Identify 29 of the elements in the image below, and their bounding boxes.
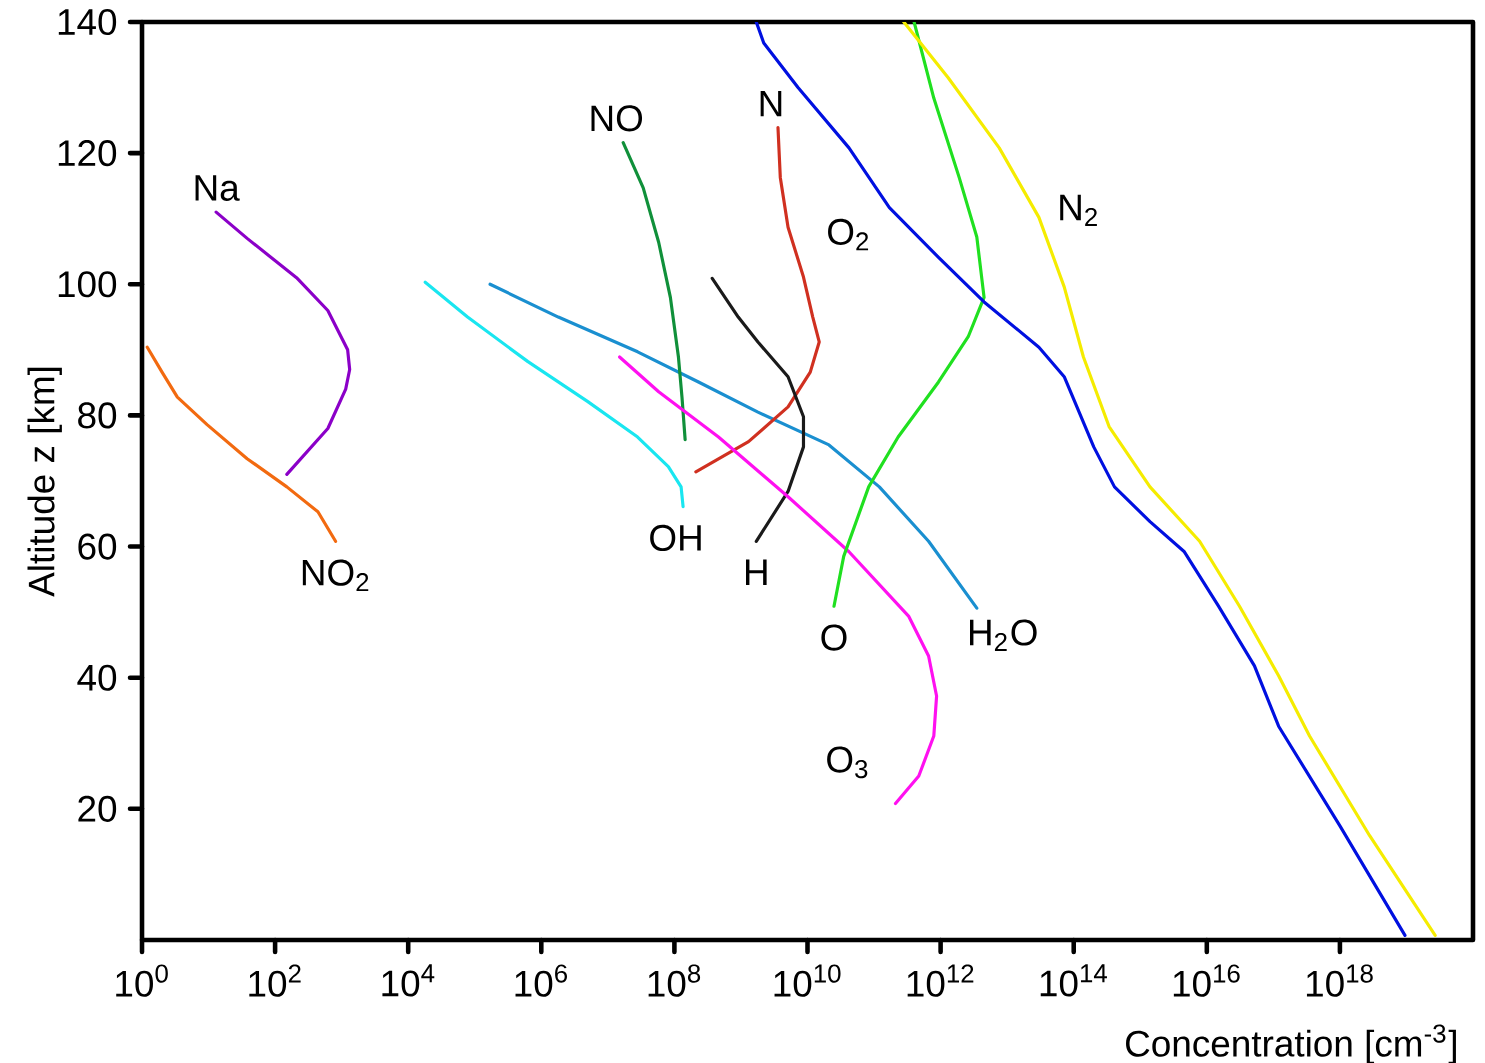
y-tick-label: 100 [58, 271, 117, 298]
x-tick-label: 10$^{2}$ [249, 964, 301, 997]
series-label: O$_{3}$ [827, 746, 868, 779]
y-tick-label: 60 [78, 533, 117, 560]
y-tick-label: 80 [78, 402, 117, 429]
series-label: Na [195, 175, 240, 201]
x-tick-label: 10$^{8}$ [648, 964, 701, 997]
series-label: NO [591, 105, 643, 132]
series-label: OH [650, 524, 701, 551]
x-tick-label: 10$^{4}$ [382, 964, 435, 997]
series-label: N$_{2}$ [1060, 194, 1097, 226]
y-axis-title: Altitude z [km] [27, 367, 62, 597]
x-tick-label: 10$^{6}$ [515, 964, 567, 997]
x-tick-label: 10$^{10}$ [774, 964, 841, 997]
series-label: O$_{2}$ [828, 218, 869, 251]
series-label: N [760, 90, 782, 117]
y-tick-label: 140 [58, 8, 117, 36]
series-label: H [746, 559, 767, 585]
series-label: O [821, 624, 847, 651]
x-tick-label: 10$^{0}$ [116, 964, 168, 997]
y-tick-label: 40 [77, 664, 117, 691]
x-tick-label: 10$^{12}$ [907, 964, 974, 997]
x-tick-label: 10$^{16}$ [1173, 964, 1240, 997]
x-tick-label: 10$^{18}$ [1306, 964, 1373, 997]
y-tick-label: 120 [58, 140, 117, 167]
series-label: H$_{2}$O [970, 619, 1037, 651]
y-tick-label: 20 [78, 795, 117, 822]
series-label: NO$_{2}$ [302, 559, 369, 592]
x-tick-label: 10$^{14}$ [1040, 964, 1107, 997]
